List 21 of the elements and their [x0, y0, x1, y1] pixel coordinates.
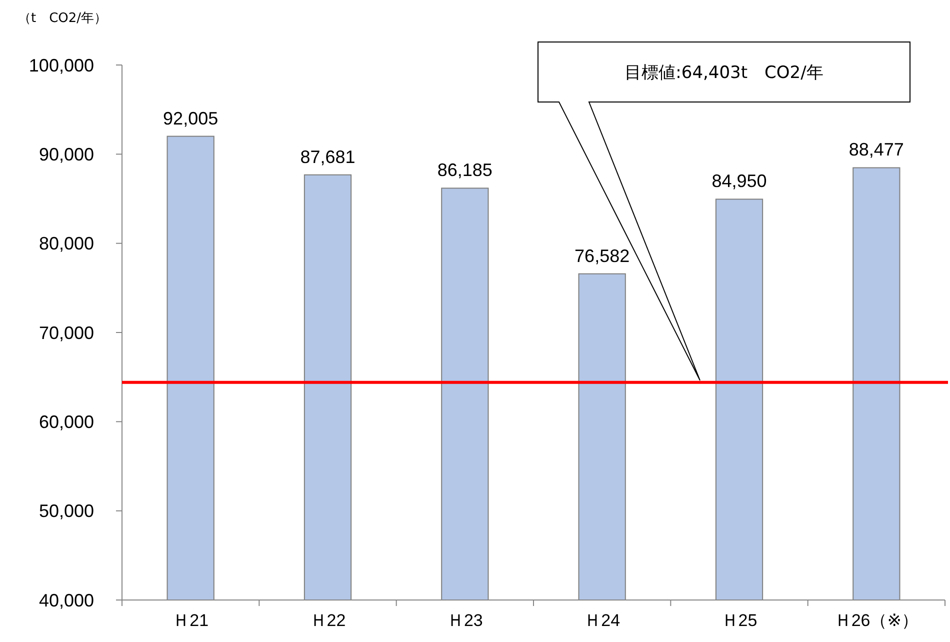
x-tick-label: Ｈ24 — [584, 611, 620, 630]
data-label: 84,950 — [712, 171, 767, 192]
y-tick-label: 40,000 — [38, 590, 94, 610]
y-tick-label: 50,000 — [38, 501, 94, 522]
annotation: 目標値:64,403t CO2/年 — [624, 62, 824, 83]
y-tick-label: 90,000 — [38, 144, 94, 164]
y-tick-label: 70,000 — [38, 322, 94, 343]
x-tick-label: Ｈ25 — [721, 611, 758, 630]
x-tick-label: Ｈ22 — [310, 611, 346, 630]
x-tick-label: Ｈ23 — [446, 611, 483, 630]
data-label: 86,185 — [437, 160, 492, 180]
data-label: 92,005 — [163, 108, 218, 128]
data-label: 76,582 — [574, 246, 630, 266]
y-tick-label: 60,000 — [38, 412, 94, 432]
data-label: 88,477 — [848, 140, 904, 160]
data-label: 87,681 — [300, 146, 356, 167]
y-axis-title: （t CO2/年） — [18, 11, 108, 26]
y-tick-label: 100,000 — [28, 55, 94, 76]
y-tick-label: 80,000 — [38, 234, 94, 254]
x-tick-label: Ｈ26（※） — [834, 611, 918, 630]
x-tick-label: Ｈ21 — [172, 611, 209, 630]
